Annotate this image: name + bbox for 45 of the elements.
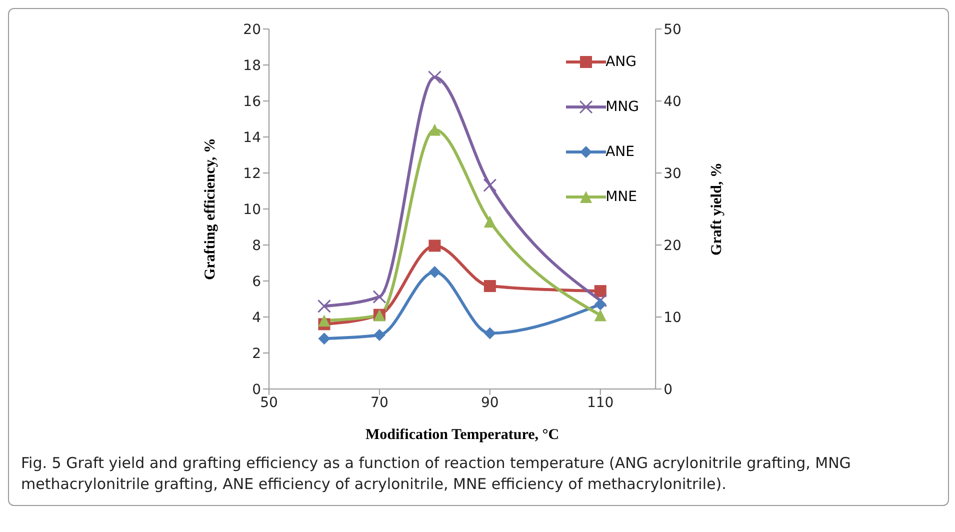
point (318, 314, 330, 327)
y2-axis-title: Graft yield, % (708, 162, 725, 256)
point (484, 280, 496, 292)
x-axis-title: Modification Temperature, °C (365, 427, 560, 443)
point (484, 216, 496, 228)
point (372, 290, 386, 304)
point (428, 266, 441, 278)
point (428, 70, 442, 84)
y2-tick-label: 20 (664, 238, 682, 254)
y2-tick-label: 30 (664, 166, 682, 182)
text: Fig. 5 Graft yield and grafting efficiency as a function of reaction temperature (ANG acrylonitrile grafting, MNG methacrylonitrile grafting, ANE efficiency of acrylonitrile, MNE efficiency of methacrylonitrile). (20, 453, 852, 495)
x-tick-label: 50 (260, 394, 278, 411)
y2-tick-label: 50 (664, 22, 682, 38)
y-tick-label: 10 (243, 202, 261, 218)
x-tick-label: 90 (480, 394, 499, 411)
point (484, 327, 496, 340)
x-tick-label: 70 (370, 394, 388, 411)
point (317, 299, 331, 313)
y2-tick-label: 0 (664, 382, 673, 398)
point (594, 298, 606, 310)
legend-label: ANE (606, 144, 634, 160)
y2-tick-label: 10 (664, 310, 682, 326)
point (483, 178, 497, 192)
y-tick-label: 20 (243, 22, 261, 38)
legend-label: MNG (606, 98, 639, 114)
point (318, 332, 330, 345)
y2-tick-label: 40 (664, 94, 682, 110)
legend-label: ANG (606, 54, 636, 70)
point (428, 240, 441, 252)
y-tick-label: 4 (252, 310, 262, 326)
y-axis-title: Grafting efficiency, % (202, 138, 218, 280)
y-tick-label: 14 (243, 130, 262, 146)
point (594, 285, 606, 298)
point (428, 124, 441, 136)
y-tick-label: 18 (243, 58, 261, 74)
point (373, 329, 386, 341)
y-tick-label: 0 (252, 382, 261, 398)
y-tick-label: 2 (252, 346, 261, 362)
y-tick-label: 16 (243, 94, 262, 110)
y-tick-label: 8 (252, 238, 261, 254)
y-tick-label: 12 (243, 166, 261, 182)
x-tick-label: 110 (587, 394, 614, 411)
legend-label: MNE (606, 188, 637, 204)
y-tick-label: 6 (252, 274, 262, 290)
point (594, 309, 606, 322)
